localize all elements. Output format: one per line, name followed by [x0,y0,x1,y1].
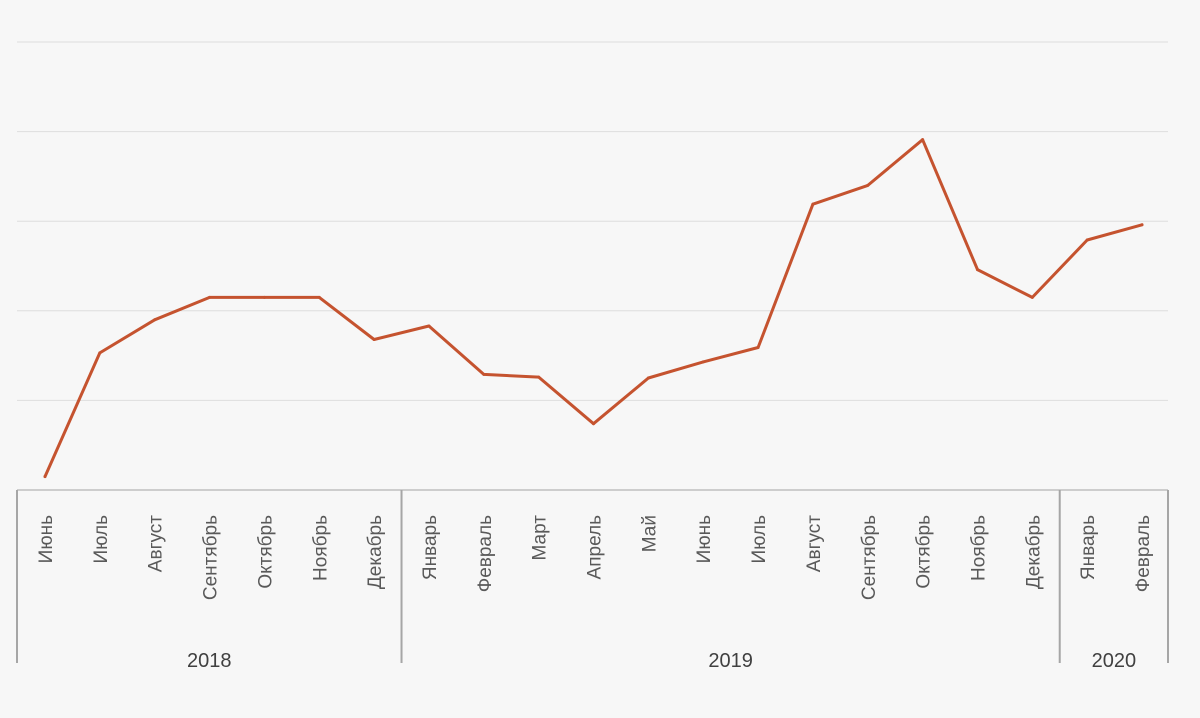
x-tick-label: Октябрь [914,515,935,589]
x-tick-label: Июнь [36,515,57,563]
x-tick-labels: Июнь Июль Август Сентябрь Октябрь Ноябрь Декаб… [36,515,1154,600]
data-point [592,422,595,426]
x-tick-label: Сентябрь [201,515,222,600]
x-tick-label: Ноябрь [310,515,331,581]
data-point [866,183,870,187]
data-point [262,295,266,299]
x-axis [16,489,1169,663]
data-point [701,360,705,364]
x-tick-label: Июнь [694,515,715,563]
data-point [1085,238,1089,242]
x-tick-label: Февраль [475,515,496,592]
series-line [43,138,1144,479]
data-point [317,295,321,299]
series-layer [43,138,1144,479]
year-label: 2018 [187,650,232,672]
x-tick-label: Август [146,515,167,572]
year-label: 2020 [1092,650,1137,672]
data-point [427,324,431,328]
data-point [811,202,815,206]
x-tick-label: Апрель [585,515,606,580]
data-point [756,346,760,350]
x-tick-label: Май [639,515,660,552]
x-tick-label: Октябрь [255,515,276,589]
data-point [646,376,650,380]
data-point [98,351,102,355]
x-tick-label: Июль [91,515,112,564]
data-point [1030,295,1034,299]
x-tick-label: Февраль [1133,515,1154,592]
data-point [537,375,541,379]
x-tick-label: Декабрь [1023,515,1044,589]
data-point [975,268,979,272]
data-point [153,318,157,322]
x-tick-label: Август [804,515,825,572]
data-point [43,475,47,479]
year-group-labels: 2018 2019 2020 [187,650,1136,672]
data-point [482,372,486,376]
x-tick-label: Сентябрь [859,515,880,600]
x-tick-label: Декабрь [365,515,386,589]
data-point [1140,223,1144,227]
x-tick-label: Ноябрь [968,515,989,581]
gridlines [17,41,1168,401]
data-point [208,295,212,299]
x-tick-label: Март [530,515,551,561]
year-label: 2019 [708,650,753,672]
data-point [921,138,925,142]
x-tick-label: Январь [420,515,441,580]
x-tick-label: Январь [1078,515,1099,580]
data-point [372,337,376,341]
x-tick-label: Июль [749,515,770,564]
